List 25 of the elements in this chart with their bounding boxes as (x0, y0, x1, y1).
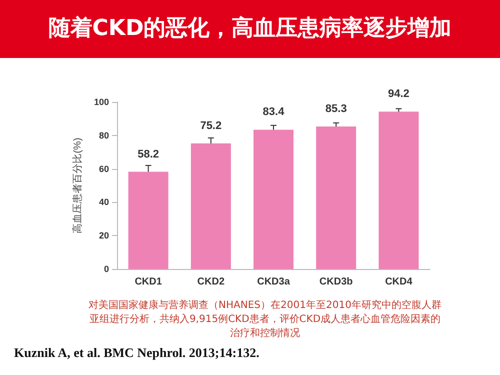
y-axis-title: 高血压患者百分比(%) (72, 138, 84, 234)
bar (316, 126, 356, 269)
data-label: 83.4 (262, 106, 286, 118)
data-label: 94.2 (388, 88, 410, 100)
data-label: 85.3 (325, 103, 347, 116)
y-tick-label: 20 (98, 230, 109, 241)
y-tick-label: 60 (98, 164, 109, 174)
bar (190, 143, 231, 269)
y-tick-label: 80 (98, 130, 109, 140)
x-tick-label: CKD3b (319, 276, 353, 288)
x-tick-label: CKD1 (134, 276, 162, 288)
bar (254, 130, 294, 269)
x-tick-label: CKD2 (197, 276, 225, 288)
y-tick-label: 0 (104, 264, 109, 274)
y-tick-label: 100 (94, 97, 109, 107)
text: 对美国国家健康与营养调查（NHANES）在2001年至2010年研究中的空腹人群亚组进行分析，共纳入9,915例CKD患者，评价CKD成人患者心血管危险因素的治疗和控制情况 (88, 299, 442, 341)
bar (378, 112, 419, 269)
x-tick-label: CKD4 (385, 276, 413, 288)
x-tick-label: CKD3a (257, 276, 290, 288)
text: Kuznik A, et al. BMC Nephrol. 2013;14:132. (14, 345, 260, 361)
y-tick-label: 40 (98, 197, 109, 208)
bar (128, 172, 168, 269)
data-label: 58.2 (138, 148, 160, 160)
chart-title: 随着CKD的恶化，高血压患病率逐步增加 (0, 0, 500, 58)
data-label: 75.2 (200, 120, 222, 132)
